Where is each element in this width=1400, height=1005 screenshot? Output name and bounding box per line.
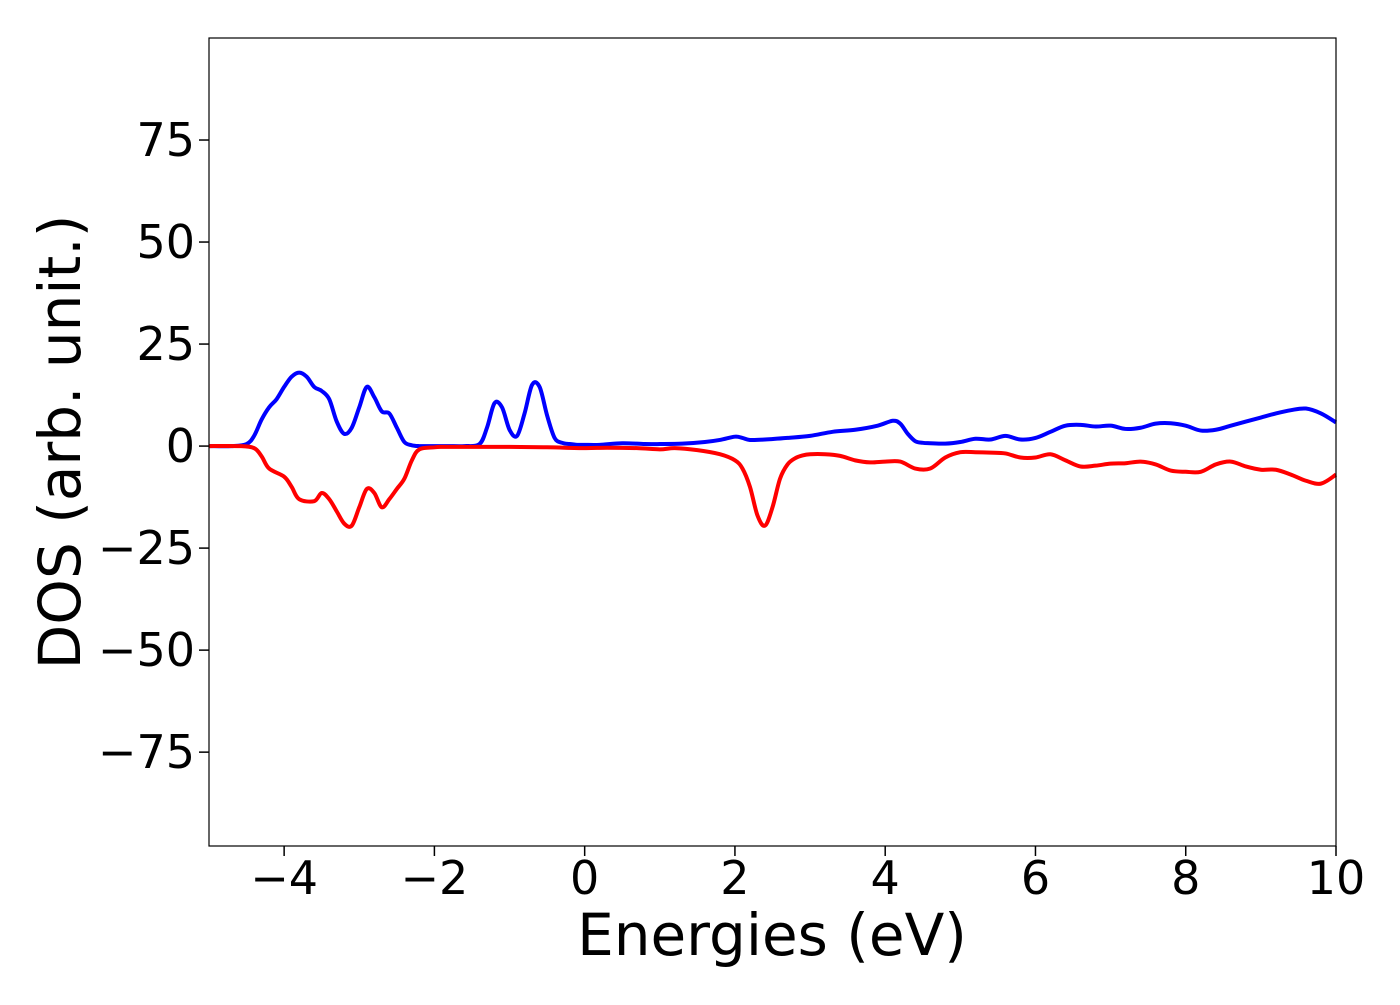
x-tick-label: −2 bbox=[400, 851, 468, 905]
series-layer bbox=[208, 370, 1338, 529]
y-tick-label: −25 bbox=[98, 521, 195, 575]
x-tick-label: 6 bbox=[1021, 851, 1050, 905]
y-tick-label: 75 bbox=[136, 113, 195, 167]
y-tick-label: −50 bbox=[98, 623, 195, 677]
x-tick-label: 2 bbox=[720, 851, 749, 905]
x-tick-label: 10 bbox=[1307, 851, 1366, 905]
y-tick-label: −75 bbox=[98, 725, 195, 779]
series-line-1 bbox=[208, 370, 1338, 449]
y-tick-label: 50 bbox=[136, 215, 195, 269]
x-tick-label: 4 bbox=[871, 851, 900, 905]
x-axis-title: Energies (eV) bbox=[577, 901, 967, 969]
y-axis-title: DOS (arb. unit.) bbox=[26, 215, 94, 670]
y-tick-label: 0 bbox=[166, 419, 195, 473]
series-line-2 bbox=[208, 443, 1338, 529]
y-tick-label: 25 bbox=[136, 317, 195, 371]
y-axis: 75 50 25 0 −25 −50 −75 bbox=[98, 113, 209, 779]
x-tick-label: 8 bbox=[1171, 851, 1200, 905]
x-axis: −4 −2 0 2 4 6 8 10 bbox=[250, 846, 1365, 905]
plot-frame bbox=[208, 37, 1337, 847]
x-tick-label: 0 bbox=[570, 851, 599, 905]
x-tick-label: −4 bbox=[250, 851, 318, 905]
